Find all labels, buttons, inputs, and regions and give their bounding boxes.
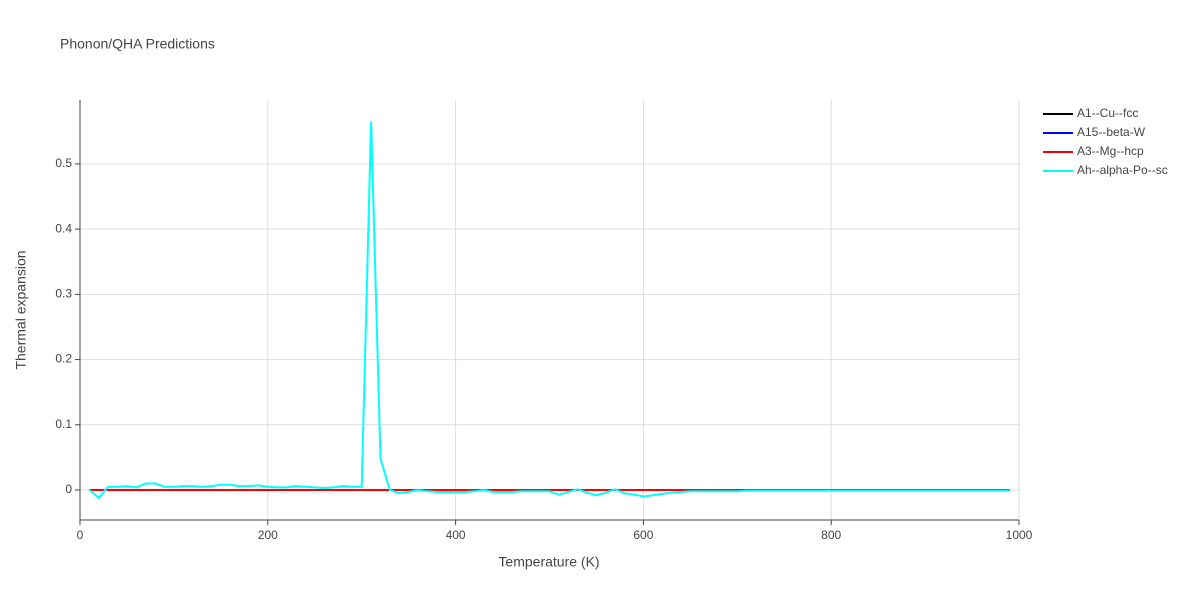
y-tick-label: 0.3: [55, 287, 72, 301]
y-tick-label: 0.5: [55, 156, 72, 170]
x-tick-label: 400: [446, 528, 466, 542]
legend-label: A15--beta-W: [1077, 125, 1146, 139]
legend-label: Ah--alpha-Po--sc: [1077, 163, 1168, 177]
y-tick-label: 0.1: [55, 417, 72, 431]
x-tick-label: 800: [821, 528, 841, 542]
y-axis-label: Thermal expansion: [13, 250, 29, 369]
x-tick-label: 600: [633, 528, 653, 542]
y-tick-label: 0.2: [55, 352, 72, 366]
line-series: [88, 121, 1010, 500]
x-axis-label: Temperature (K): [498, 554, 599, 570]
legend-label: A1--Cu--fcc: [1077, 106, 1138, 120]
x-tick-label: 0: [77, 528, 84, 542]
chart-title: Phonon/QHA Predictions: [60, 36, 215, 52]
x-tick-label: 200: [258, 528, 278, 542]
x-tick-label: 1000: [1006, 528, 1033, 542]
y-tick-label: 0: [65, 482, 72, 496]
legend-label: A3--Mg--hcp: [1077, 144, 1144, 158]
y-tick-label: 0.4: [55, 221, 72, 235]
